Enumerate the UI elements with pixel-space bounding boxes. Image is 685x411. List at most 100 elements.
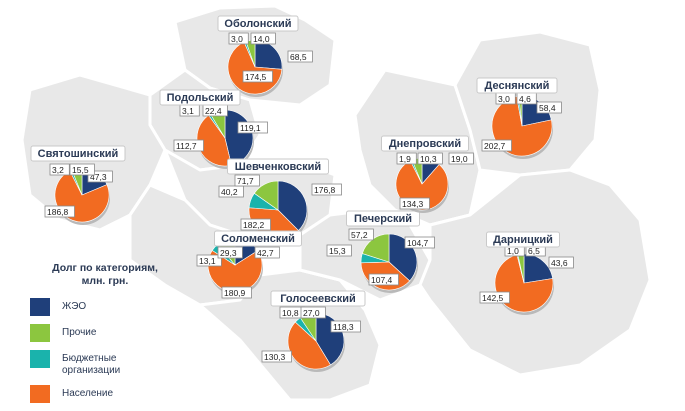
legend-item-zheo: ЖЭО [30,298,190,316]
district-pie-7: 19,0 134,3 1,9 10,3 Днепровский [381,135,474,213]
value-label-budget: 1,9 [399,154,411,164]
value-label-box-population [221,286,252,299]
value-label-budget: 15,3 [329,246,346,256]
district-pies: 68,5 174,5 3,0 14,0 Оболонский 119,1 112,7 3,1 2… [30,15,574,372]
value-label-other: 71,7 [237,176,254,186]
value-label-zheo: 19,0 [451,154,468,164]
value-label-other: 22,4 [205,106,222,116]
legend-title-line2: млн. грн. [81,275,129,287]
value-label-budget: 13,1 [199,256,216,266]
value-label-zheo: 58,4 [539,103,556,113]
value-label-population: 180,9 [224,288,246,298]
value-label-zheo: 118,3 [333,322,354,332]
value-label-zheo: 176,8 [314,185,336,195]
value-label-box-other [69,163,95,176]
district-name-box [346,210,420,227]
value-label-other: 6,5 [528,246,540,256]
value-label-budget: 40,2 [221,187,238,197]
value-label-budget: 3,1 [182,106,194,116]
value-label-box-zheo [404,236,435,249]
pie-slice-zheo [523,253,553,284]
district-name-box [30,145,126,162]
value-label-population: 202,7 [484,141,506,151]
district-pie-1: 119,1 112,7 3,1 22,4 Подольский [159,89,268,169]
value-label-population: 142,5 [482,293,504,303]
value-label-box-population [481,139,512,152]
legend-title-line1: Долг по категориям, [52,262,158,274]
value-label-box-other [417,152,443,165]
legend-title: Долг по категориям, млн. грн. [30,262,180,288]
value-label-population: 174,5 [245,72,267,82]
value-label-other: 27,0 [303,308,320,318]
value-label-box-population [44,205,75,218]
value-label-box-population [240,218,271,231]
value-label-other: 4,6 [519,94,531,104]
value-label-box-other [217,246,243,259]
value-label-box-budget [196,254,222,267]
value-label-box-zheo [237,121,268,134]
value-label-box-zheo [254,246,280,259]
district-name-label: Печерский [354,213,412,225]
legend: Долг по категориям, млн. грн. ЖЭО Прочие… [30,262,190,411]
value-label-population: 186,8 [47,207,69,217]
value-label-box-zheo [311,183,342,196]
district-name-label: Шевченковский [235,161,321,173]
pie-slice-population [287,321,331,370]
district-pie-6: 104,7 107,4 15,3 57,2 Печерский [326,210,435,293]
value-label-box-budget [218,185,244,198]
value-label-population: 112,7 [176,141,197,151]
legend-label-other: Прочие [62,327,97,338]
district-pie-8: 58,4 202,7 3,0 4,6 Деснянский [476,77,562,159]
legend-swatch-budget [30,350,50,368]
value-label-box-population [242,70,273,83]
legend-swatch-zheo [30,298,50,316]
value-label-box-population [261,350,292,363]
value-label-zheo: 43,6 [551,258,568,268]
value-label-box-budget [49,163,70,176]
district-name-box [476,77,558,94]
value-label-box-other [234,174,260,187]
value-label-box-other [300,306,326,319]
value-label-other: 29,3 [220,248,237,258]
legend-label-population: Население [62,388,114,399]
value-label-box-zheo [87,170,113,183]
value-label-zheo: 68,5 [290,52,307,62]
value-label-other: 10,3 [420,154,437,164]
district-name-label: Днепровский [389,138,461,150]
district-name-label: Голосеевский [280,293,356,305]
district-name-box [159,89,241,106]
value-label-box-zheo [330,320,361,333]
district-name-box [227,158,329,175]
district-name-box [214,230,302,247]
value-label-budget: 1,0 [507,246,519,256]
value-label-box-population [399,197,430,210]
value-label-box-budget [326,244,352,257]
value-label-population: 107,4 [371,275,393,285]
legend-label-zheo: ЖЭО [62,301,87,312]
value-label-other: 15,5 [72,165,89,175]
legend-item-population: Население [30,385,190,403]
district-pie-2: 47,3 186,8 3,2 15,5 Святошинский [30,145,126,225]
pie-slice-zheo [277,180,308,231]
legend-item-other: Прочие [30,324,190,342]
district-name-box [381,135,469,152]
value-label-box-other [250,32,276,45]
value-label-population: 182,2 [243,220,265,230]
value-label-box-other [348,228,374,241]
district-name-label: Деснянский [485,80,550,92]
value-label-zheo: 104,7 [407,238,429,248]
district-name-box [486,231,560,248]
district-name-label: Подольский [167,92,234,104]
value-label-budget: 3,0 [231,34,243,44]
value-label-budget: 3,2 [52,165,64,175]
district-name-label: Дарницкий [493,234,553,246]
legend-item-budget: Бюджетные организации [30,350,190,377]
value-label-other: 57,2 [351,230,368,240]
value-label-box-zheo [448,152,474,165]
value-label-box-zheo [536,101,562,114]
value-label-box-population [368,273,399,286]
district-pie-3: 176,8 182,2 40,271,7 Шевченковский [218,158,342,242]
district-pie-0: 68,5 174,5 3,0 14,0 Оболонский [217,15,313,97]
